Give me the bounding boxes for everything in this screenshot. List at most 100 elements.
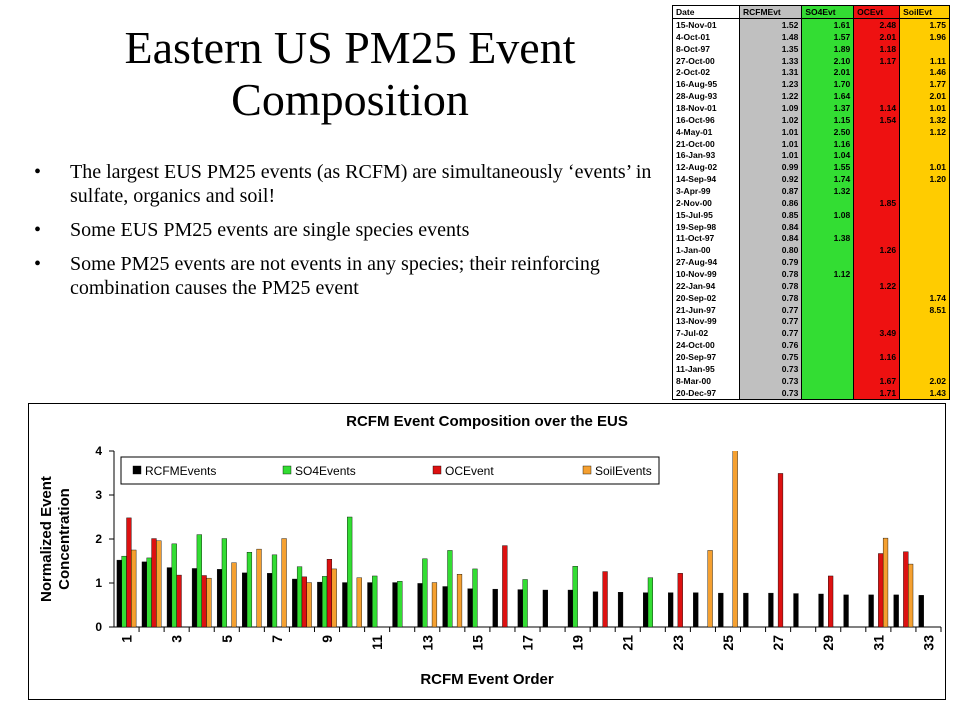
bar	[271, 554, 278, 627]
table-cell: 2.50	[801, 125, 854, 138]
legend-swatch	[132, 465, 142, 475]
bar	[171, 543, 177, 627]
table-cell: 1.61	[801, 18, 854, 31]
table-cell: 1.43	[899, 386, 950, 400]
table-cell	[899, 208, 950, 221]
table-cell	[899, 220, 950, 233]
bar	[176, 574, 182, 627]
table-cell: 0.79	[738, 256, 802, 269]
table-cell: 21-Oct-00	[672, 137, 740, 150]
table-row: 20-Dec-97 0.73 1.71 1.43	[672, 386, 950, 400]
table-cell: 1.15	[801, 113, 854, 126]
table-row: 27-Aug-94 0.79	[672, 256, 950, 269]
table-cell: 1.75	[899, 18, 950, 31]
bar	[242, 572, 248, 627]
table-cell: 1.64	[801, 90, 854, 103]
header-cell: SO4Evt	[801, 5, 854, 19]
bar	[768, 592, 774, 627]
table-cell: 1.01	[738, 137, 802, 150]
table-row: 15-Nov-01 1.52 1.61 2.48 1.75	[672, 18, 950, 31]
bullet: The largest EUS PM25 events (as RCFM) ar…	[30, 160, 660, 208]
table-cell: 0.77	[738, 303, 802, 316]
bar	[617, 592, 624, 627]
table-cell	[801, 374, 854, 387]
table-cell	[853, 137, 900, 150]
table-cell	[853, 185, 900, 197]
legend-swatch	[432, 465, 442, 475]
table-row: 3-Apr-99 0.87 1.32	[672, 185, 950, 197]
chart-title: RCFM Event Composition over the EUS	[346, 413, 628, 430]
table-cell: 24-Oct-00	[672, 339, 740, 352]
x-axis-label: RCFM Event Order	[420, 671, 554, 688]
table-row: 14-Sep-94 0.92 1.74 1.20	[672, 173, 950, 186]
table-cell: 2-Nov-00	[672, 196, 740, 209]
bar	[903, 551, 909, 627]
table-cell	[853, 161, 900, 174]
bar	[828, 575, 834, 627]
table-cell: 20-Sep-02	[672, 291, 740, 304]
table-cell: 0.78	[738, 268, 802, 280]
bar	[301, 576, 307, 627]
bar	[777, 473, 784, 627]
table-cell: 4-Oct-01	[672, 30, 740, 43]
bar	[668, 592, 674, 627]
x-tick-label: 33	[920, 635, 936, 651]
table-cell	[899, 232, 950, 245]
table-cell: 1.22	[738, 90, 802, 103]
y-tick-label: 3	[95, 488, 102, 502]
bar	[196, 534, 202, 627]
table-cell	[801, 315, 854, 328]
bar	[367, 582, 373, 627]
bar	[156, 540, 162, 627]
table-cell: 1.70	[801, 78, 854, 91]
bar	[592, 591, 599, 627]
table-cell	[801, 244, 854, 257]
table-cell: 2-Oct-02	[672, 66, 740, 79]
table-row: 16-Aug-95 1.23 1.70 1.77	[672, 78, 950, 91]
bar	[126, 517, 132, 627]
table-row: 4-May-01 1.01 2.50 1.12	[672, 125, 950, 138]
table-cell: 0.85	[738, 208, 802, 221]
bullet: Some EUS PM25 events are single species …	[30, 218, 660, 242]
y-tick-label: 0	[95, 620, 102, 634]
table-cell	[853, 268, 900, 280]
bullet: Some PM25 events are not events in any s…	[30, 252, 660, 300]
table-cell	[853, 149, 900, 162]
table-cell: 1.71	[853, 386, 900, 400]
x-tick-label: 29	[820, 635, 836, 651]
table-cell: 1.33	[738, 54, 802, 67]
table-cell: 1-Jan-00	[672, 244, 740, 257]
bar	[356, 577, 362, 627]
table-cell: 0.99	[738, 161, 802, 174]
bar	[431, 582, 438, 627]
table-cell: 2.48	[853, 18, 900, 31]
bar	[456, 573, 463, 627]
bar	[146, 557, 152, 627]
bar	[602, 571, 608, 627]
table-cell: 27-Aug-94	[672, 256, 740, 269]
bar	[878, 553, 884, 627]
bar	[151, 538, 157, 627]
table-cell	[853, 362, 900, 375]
table-row: 1-Jan-00 0.80 1.26	[672, 244, 950, 257]
table-cell: 1.14	[853, 102, 900, 114]
table-cell: 1.74	[899, 291, 950, 304]
bar	[201, 575, 207, 627]
bar	[677, 573, 683, 627]
bar	[417, 583, 423, 627]
x-tick-label: 13	[419, 635, 435, 651]
table-cell: 0.77	[738, 315, 802, 328]
table-cell: 1.17	[853, 54, 900, 67]
y-tick-label: 1	[95, 576, 102, 590]
x-tick-label: 5	[219, 635, 235, 643]
table-cell	[801, 279, 854, 292]
table-cell: 1.32	[801, 185, 854, 197]
table-row: 11-Jan-95 0.73	[672, 362, 950, 375]
table-cell: 1.96	[899, 30, 950, 43]
table-cell: 15-Jul-95	[672, 208, 740, 221]
bar	[347, 516, 353, 627]
bar	[397, 581, 403, 627]
table-cell	[801, 362, 854, 375]
table-cell: 0.78	[738, 279, 802, 292]
table-cell	[899, 256, 950, 269]
